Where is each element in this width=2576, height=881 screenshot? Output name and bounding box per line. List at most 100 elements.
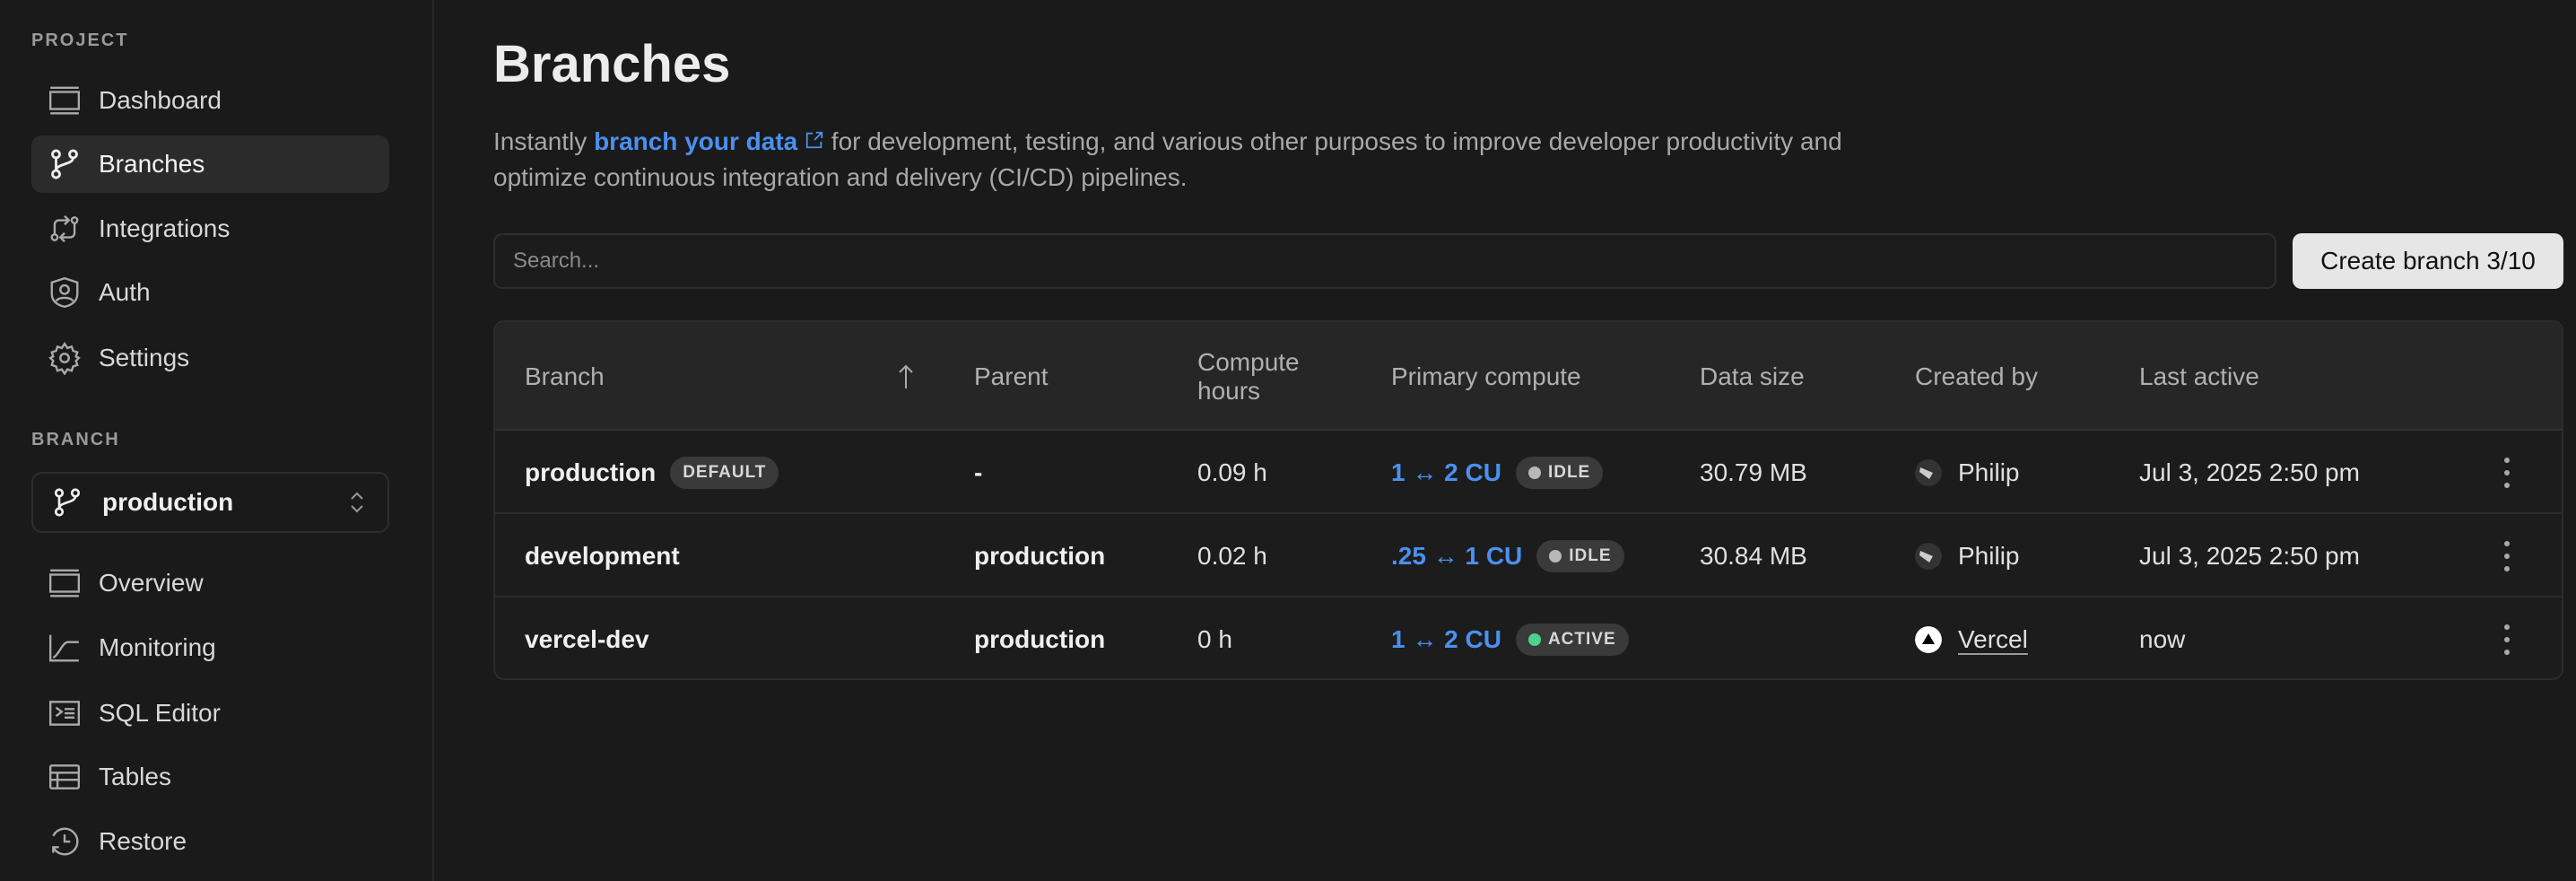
auth-shield-icon [50,276,79,309]
row-actions-button[interactable] [2502,431,2511,514]
branch-selector[interactable]: production [31,472,389,533]
branch-name[interactable]: vercel-dev [525,624,649,653]
sidebar-item-dashboard[interactable]: Dashboard [31,72,389,129]
compute-hours-cell: 0.02 h [1197,541,1267,570]
col-branch[interactable]: Branch [525,362,605,390]
dashboard-icon [48,86,81,115]
overview-icon [48,569,81,598]
vercel-logo-icon [1915,625,1942,653]
status-badge: ACTIVE [1515,623,1629,656]
parent-cell: production [974,624,1106,653]
table-row[interactable]: development production 0.02 h .25 ↔ 1 CU… [495,514,2562,598]
create-branch-button[interactable]: Create branch 3/10 [2293,233,2563,289]
compute-size-link[interactable]: 1 ↔ 2 CU [1391,624,1501,653]
branch-name[interactable]: development [525,541,680,570]
branch-your-data-link[interactable]: branch your data [594,127,824,155]
sidebar-item-branches[interactable]: Branches [31,135,389,193]
col-compute-hours: Compute hours [1197,347,1300,405]
sidebar: PROJECT Dashboard Branches Integrations … [0,0,434,881]
branch-icon [51,149,78,179]
sidebar-item-auth[interactable]: Auth [31,264,389,321]
branch-name-cell[interactable]: production DEFAULT [525,431,779,514]
primary-compute-cell: 1 ↔ 2 CU IDLE [1391,431,1604,514]
last-active-cell: Jul 3, 2025 2:50 pm [2139,541,2360,570]
external-link-icon [805,131,823,149]
gear-icon [48,342,81,375]
created-by-cell: Philip [1915,431,2019,514]
creator-name: Philip [1958,541,2020,570]
table-row[interactable]: vercel-dev production 0 h 1 ↔ 2 CU ACTIVE… [495,598,2562,678]
desc-text: for development, testing, and various ot… [493,127,1842,191]
table-row[interactable]: production DEFAULT - 0.09 h 1 ↔ 2 CU IDLE … [495,431,2562,514]
terminal-icon [48,701,81,726]
col-data-size: Data size [1700,362,1805,390]
table-icon [48,764,81,789]
row-actions-button[interactable] [2502,514,2511,598]
compute-size-link[interactable]: 1 ↔ 2 CU [1391,458,1501,486]
search-input[interactable] [493,233,2276,289]
col-last-active: Last active [2139,362,2259,390]
sidebar-item-label: Overview [99,569,204,597]
branches-table: Branch Parent Compute hours Primary comp… [493,320,2563,680]
sidebar-item-integrations[interactable]: Integrations [31,200,389,257]
sidebar-item-label: Monitoring [99,633,216,661]
status-dot-icon [1527,632,1541,646]
created-by-cell: Philip [1915,514,2019,598]
compute-size-link[interactable]: .25 ↔ 1 CU [1391,541,1523,570]
sidebar-item-label: Dashboard [99,86,222,114]
sidebar-item-monitoring[interactable]: Monitoring [31,619,389,676]
integrations-icon [50,214,79,243]
status-badge: IDLE [1515,456,1604,489]
branch-icon [54,488,81,517]
sidebar-item-label: Tables [99,763,171,790]
row-actions-button[interactable] [2502,598,2511,678]
branch-section-label: BRANCH [31,430,120,449]
sidebar-item-settings[interactable]: Settings [31,329,389,387]
compute-hours-cell: 0 h [1197,624,1232,653]
creator-name: Philip [1958,458,2020,486]
branch-name-cell[interactable]: development [525,514,680,598]
kebab-menu-icon [2504,624,2510,655]
col-primary-compute: Primary compute [1391,362,1581,390]
status-dot-icon [1549,549,1562,563]
sidebar-item-label: Settings [99,344,190,371]
sidebar-item-tables[interactable]: Tables [31,748,389,806]
status-text: IDLE [1569,545,1612,565]
project-section-label: PROJECT [31,31,129,50]
default-badge: DEFAULT [670,456,779,489]
status-text: ACTIVE [1547,629,1616,649]
status-badge: IDLE [1536,539,1624,572]
data-size-cell: 30.84 MB [1700,541,1807,570]
compute-hours-cell: 0.09 h [1197,458,1267,486]
col-parent: Parent [974,362,1049,390]
kebab-menu-icon [2504,457,2510,488]
desc-text: Instantly [493,127,595,155]
created-by-cell: Vercel [1915,598,2028,678]
sort-ascending-icon[interactable] [895,363,917,390]
sidebar-item-label: Integrations [99,214,231,242]
last-active-cell: now [2139,624,2186,653]
status-text: IDLE [1547,462,1591,482]
monitoring-icon [48,634,79,662]
branch-name[interactable]: production [525,458,657,486]
sidebar-item-label: Restore [99,827,187,855]
branch-name-cell[interactable]: vercel-dev [525,598,649,678]
user-avatar [1915,542,1942,570]
creator-name[interactable]: Vercel [1958,624,2028,653]
page-title: Branches [493,35,731,93]
user-avatar [1915,458,1942,486]
sidebar-item-restore[interactable]: Restore [31,813,389,870]
primary-compute-cell: 1 ↔ 2 CU ACTIVE [1391,598,1629,678]
status-dot-icon [1527,466,1541,479]
last-active-cell: Jul 3, 2025 2:50 pm [2139,458,2360,486]
sidebar-item-overview[interactable]: Overview [31,554,389,612]
data-size-cell: 30.79 MB [1700,458,1807,486]
chevron-updown-icon [351,492,363,513]
restore-icon [52,827,79,856]
sidebar-item-label: Auth [99,278,151,306]
sidebar-item-sql-editor[interactable]: SQL Editor [31,685,389,742]
branch-selector-value: production [102,488,234,516]
sidebar-item-label: Branches [99,150,205,178]
parent-cell: production [974,541,1106,570]
primary-compute-cell: .25 ↔ 1 CU IDLE [1391,514,1624,598]
